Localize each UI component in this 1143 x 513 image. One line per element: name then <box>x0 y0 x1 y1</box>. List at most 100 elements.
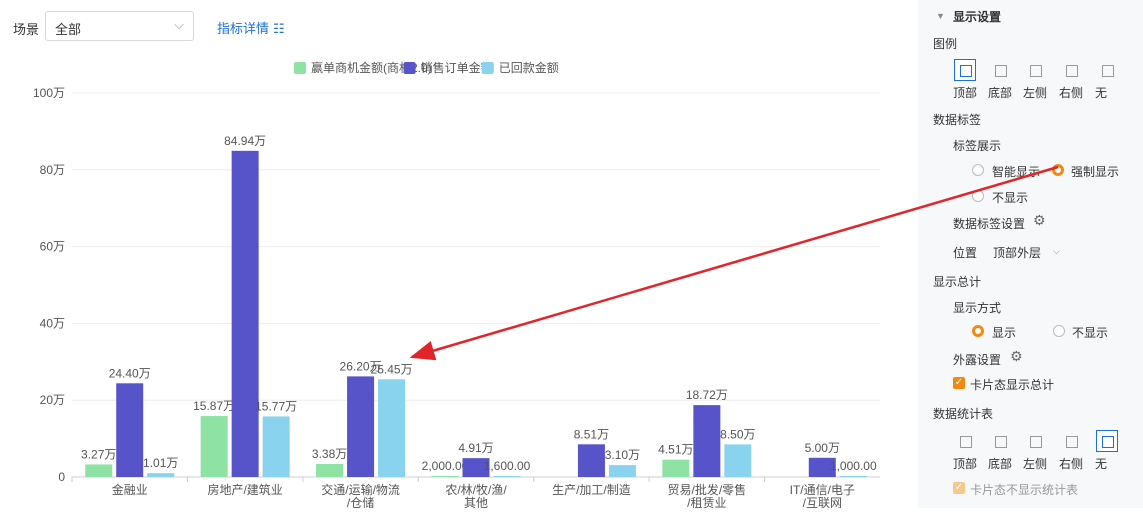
stat-option-label: 无 <box>1095 457 1108 471</box>
data-label: 24.40万 <box>109 366 151 380</box>
bar <box>462 458 490 477</box>
data-label-title: 数据标签 <box>933 113 982 127</box>
radio-force[interactable] <box>1052 164 1064 176</box>
y-tick-label: 0 <box>58 470 65 484</box>
checkbox-card-total[interactable]: ✓ <box>953 377 965 389</box>
layout-icon <box>960 436 972 448</box>
legend-option-3[interactable] <box>1060 59 1082 81</box>
stat-option-label: 左侧 <box>1023 457 1048 471</box>
radio-show[interactable] <box>972 325 984 337</box>
radio-hide[interactable] <box>1053 325 1065 337</box>
radio-hide-label: 不显示 <box>1072 326 1109 340</box>
legend-swatch <box>294 62 306 74</box>
bar <box>378 379 406 477</box>
legend-option-label: 左侧 <box>1023 86 1048 100</box>
bar <box>662 459 690 477</box>
legend-option-label: 无 <box>1095 86 1108 100</box>
data-label: 4.91万 <box>458 441 493 455</box>
scene-select[interactable]: 全部 ⌵ <box>45 11 194 41</box>
data-label: 3.27万 <box>81 447 116 461</box>
data-label: 15.77万 <box>255 399 297 413</box>
x-tick-label: 贸易/批发/零售 <box>668 482 747 497</box>
stat-option-3[interactable] <box>1060 430 1082 452</box>
position-label: 位置 <box>953 246 978 260</box>
data-label: 5.00万 <box>805 441 840 455</box>
chevron-down-icon: ⌵ <box>174 17 184 32</box>
legend-label: 已回款金额 <box>499 60 559 75</box>
layout-icon <box>1030 436 1042 448</box>
panel-title: 显示设置 <box>953 10 1002 24</box>
bar-chart: 0 20万 40万 60万 80万 100万 赢单商机金额(商机2.0)销售订单金额 已回款金… <box>33 60 880 510</box>
layout-icon <box>1102 65 1114 77</box>
data-label: 3.10万 <box>605 448 640 462</box>
x-tick-label: /租赁业 <box>687 496 726 508</box>
legend-option-label: 顶部 <box>953 86 978 100</box>
display-settings-panel: ▼ 显示设置 图例 顶部 底部 左侧 右侧无 数据标签 标签展示 智能显示 强制显示 … <box>918 0 1143 508</box>
legend-swatch <box>403 62 416 74</box>
scene-select-value: 全部 <box>55 22 82 37</box>
x-tick-label: IT/通信/电子 <box>790 483 855 497</box>
x-tick-label: 金融业 <box>112 482 148 497</box>
x-tick-label: /互联网 <box>803 496 842 508</box>
x-tick-label: 房地产/建筑业 <box>207 482 282 497</box>
card-total-label: 卡片态显示总计 <box>970 378 1055 392</box>
x-tick-label: 生产/加工/制造 <box>552 483 631 497</box>
legend-option-label: 右侧 <box>1059 86 1084 100</box>
bar <box>147 473 175 477</box>
legend-option-0[interactable] <box>954 59 976 81</box>
legend-option-1[interactable] <box>989 59 1011 81</box>
stat-option-4[interactable] <box>1096 430 1118 452</box>
bar <box>262 416 290 477</box>
bar <box>85 464 113 477</box>
stat-title: 数据统计表 <box>933 407 994 421</box>
checkbox-card-hide-stat[interactable]: ✓ <box>953 482 965 494</box>
gear-icon[interactable]: ⚙ <box>1010 348 1023 364</box>
data-label: 25.45万 <box>371 362 413 376</box>
data-label: 15.87万 <box>193 399 235 413</box>
metric-detail-label: 指标详情 <box>217 21 270 36</box>
stat-option-label: 右侧 <box>1059 457 1084 471</box>
toolbar: 场景 全部 ⌵ 指标详情 ☷ <box>0 0 900 50</box>
y-tick-label: 60万 <box>40 240 65 254</box>
legend-option-4[interactable] <box>1096 59 1118 81</box>
gear-icon[interactable]: ⚙ <box>1033 212 1046 228</box>
stat-option-1[interactable] <box>989 430 1011 452</box>
data-label: 26.20万 <box>340 359 382 373</box>
legend-label: 图例 <box>933 37 958 51</box>
layout-icon <box>1030 65 1042 77</box>
bar <box>724 444 752 477</box>
x-tick-label: 交通/运输/物流 <box>321 482 400 497</box>
stat-option-label: 底部 <box>988 457 1013 471</box>
layout-icon <box>1066 65 1078 77</box>
bar <box>608 465 636 477</box>
data-label: 1.01万 <box>143 456 178 470</box>
collapse-caret-icon[interactable]: ▼ <box>936 11 945 21</box>
metric-detail-link[interactable]: 指标详情 ☷ <box>217 18 285 37</box>
y-tick-label: 100万 <box>33 86 65 100</box>
layout-icon <box>1102 436 1114 448</box>
y-tick-label: 20万 <box>40 393 65 407</box>
position-select[interactable]: 顶部外层 <box>993 246 1042 260</box>
card-hide-stat-label: 卡片态不显示统计表 <box>970 483 1079 497</box>
data-label: 84.94万 <box>224 134 266 148</box>
bar <box>231 150 259 478</box>
legend-label: 赢单商机金额(商机2.0) <box>311 60 432 75</box>
radio-smart[interactable] <box>972 164 984 176</box>
label-settings: 数据标签设置 <box>953 217 1026 231</box>
radio-none[interactable] <box>972 190 984 202</box>
layout-icon <box>960 65 972 77</box>
bar <box>116 383 144 477</box>
y-tick-label: 80万 <box>40 163 65 177</box>
stat-option-0[interactable] <box>954 430 976 452</box>
data-label: 18.72万 <box>686 388 728 402</box>
radio-none-label: 不显示 <box>992 191 1029 205</box>
total-title: 显示总计 <box>933 275 982 289</box>
y-tick-label: 40万 <box>40 316 65 330</box>
x-tick-label: 其他 <box>464 496 488 508</box>
x-tick-label: 农/林/牧/渔/ <box>445 483 507 497</box>
layout-icon <box>1066 436 1078 448</box>
legend-swatch <box>481 62 494 74</box>
stat-option-2[interactable] <box>1024 430 1046 452</box>
legend-option-2[interactable] <box>1024 59 1046 81</box>
stat-option-label: 顶部 <box>953 457 978 471</box>
